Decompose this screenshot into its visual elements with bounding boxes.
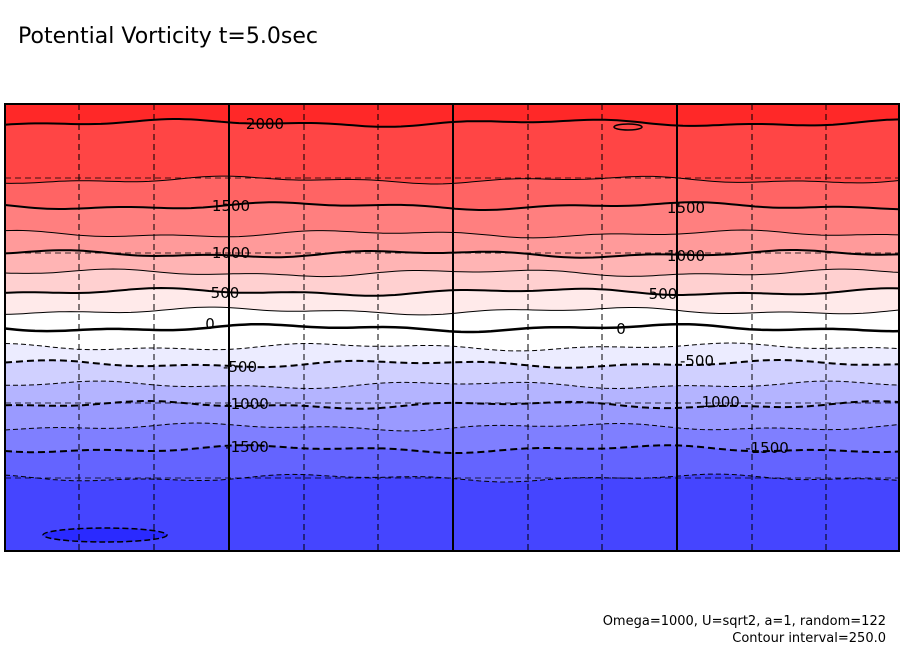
contour-label: 1500 (667, 199, 705, 217)
contour-label: 500 (649, 285, 678, 303)
contour-label: 1500 (212, 197, 250, 215)
parameters-caption: Omega=1000, U=sqrt2, a=1, random=122 (602, 614, 886, 629)
contour-label: -500 (680, 352, 714, 370)
contour-label: 1000 (212, 244, 250, 262)
contour-label: 1000 (667, 247, 705, 265)
contour-label: 0 (616, 320, 626, 338)
contour-closed-min (42, 527, 168, 543)
contour-line--1750 (4, 473, 900, 483)
contour-line--250 (4, 342, 900, 352)
contour-label: 500 (211, 284, 240, 302)
contour-label: -1000 (225, 395, 269, 413)
plot-frame (4, 103, 900, 552)
chart-title: Potential Vorticity t=5.0sec (18, 24, 318, 49)
contour-line--1500 (4, 444, 900, 454)
contour-label: -1500 (745, 439, 789, 457)
contour-line--750 (5, 380, 900, 390)
contour-label: 2000 (246, 115, 284, 133)
contour-line--1250 (4, 422, 900, 432)
contour-label: 0 (205, 315, 215, 333)
contour-label: -1500 (225, 438, 269, 456)
contour-label: -500 (223, 358, 257, 376)
contour-closed-max (613, 123, 643, 131)
contour-interval-caption: Contour interval=250.0 (732, 631, 886, 646)
contour-label: -1000 (696, 393, 740, 411)
contour-line--1000 (4, 400, 900, 410)
